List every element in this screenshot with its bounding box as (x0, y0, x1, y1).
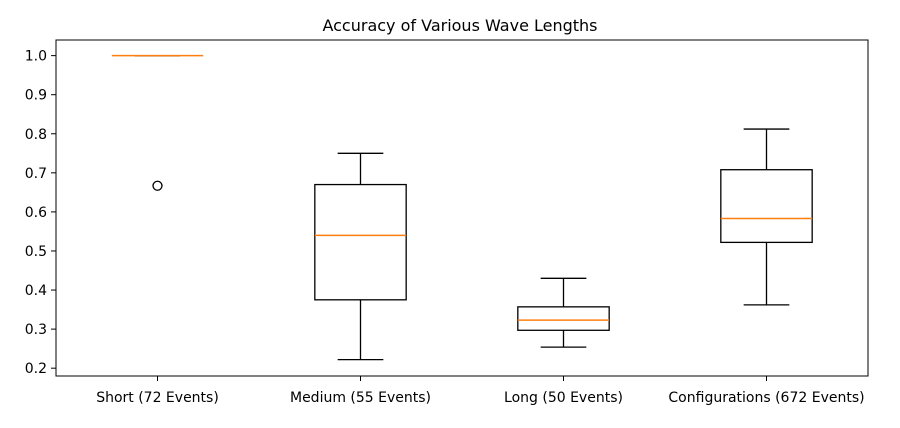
x-tick-label: Medium (55 Events) (290, 390, 431, 406)
iqr-box (314, 183, 407, 301)
x-axis: Short (72 Events) Medium (55 Events) Long … (96, 376, 865, 406)
box-group (111, 54, 204, 191)
box-series (111, 54, 813, 361)
outlier-point (152, 180, 163, 191)
y-tick-label: 0.9 (25, 88, 47, 104)
y-tick-label: 0.4 (25, 283, 47, 299)
x-tick-label: Configurations (672 Events) (668, 390, 864, 406)
y-tick-label: 0.3 (25, 322, 47, 338)
iqr-box (720, 169, 813, 244)
box-group (517, 277, 610, 348)
y-tick-label: 1.0 (25, 49, 47, 65)
y-tick-label: 0.5 (25, 244, 47, 260)
y-tick-label: 0.6 (25, 205, 47, 221)
x-tick-label: Long (50 Events) (504, 390, 623, 406)
chart-title: Accuracy of Various Wave Lengths (322, 16, 597, 35)
y-axis: 0.2 0.3 0.4 0.5 0.6 0.7 0.8 0.9 1.0 (25, 49, 56, 377)
y-tick-label: 0.2 (25, 361, 47, 377)
box-group (720, 128, 813, 306)
x-tick-label: Short (72 Events) (96, 390, 219, 406)
box-group (314, 152, 407, 361)
iqr-box (517, 306, 610, 331)
plot-area-frame (55, 39, 869, 377)
y-tick-label: 0.7 (25, 166, 47, 182)
y-tick-label: 0.8 (25, 127, 47, 143)
